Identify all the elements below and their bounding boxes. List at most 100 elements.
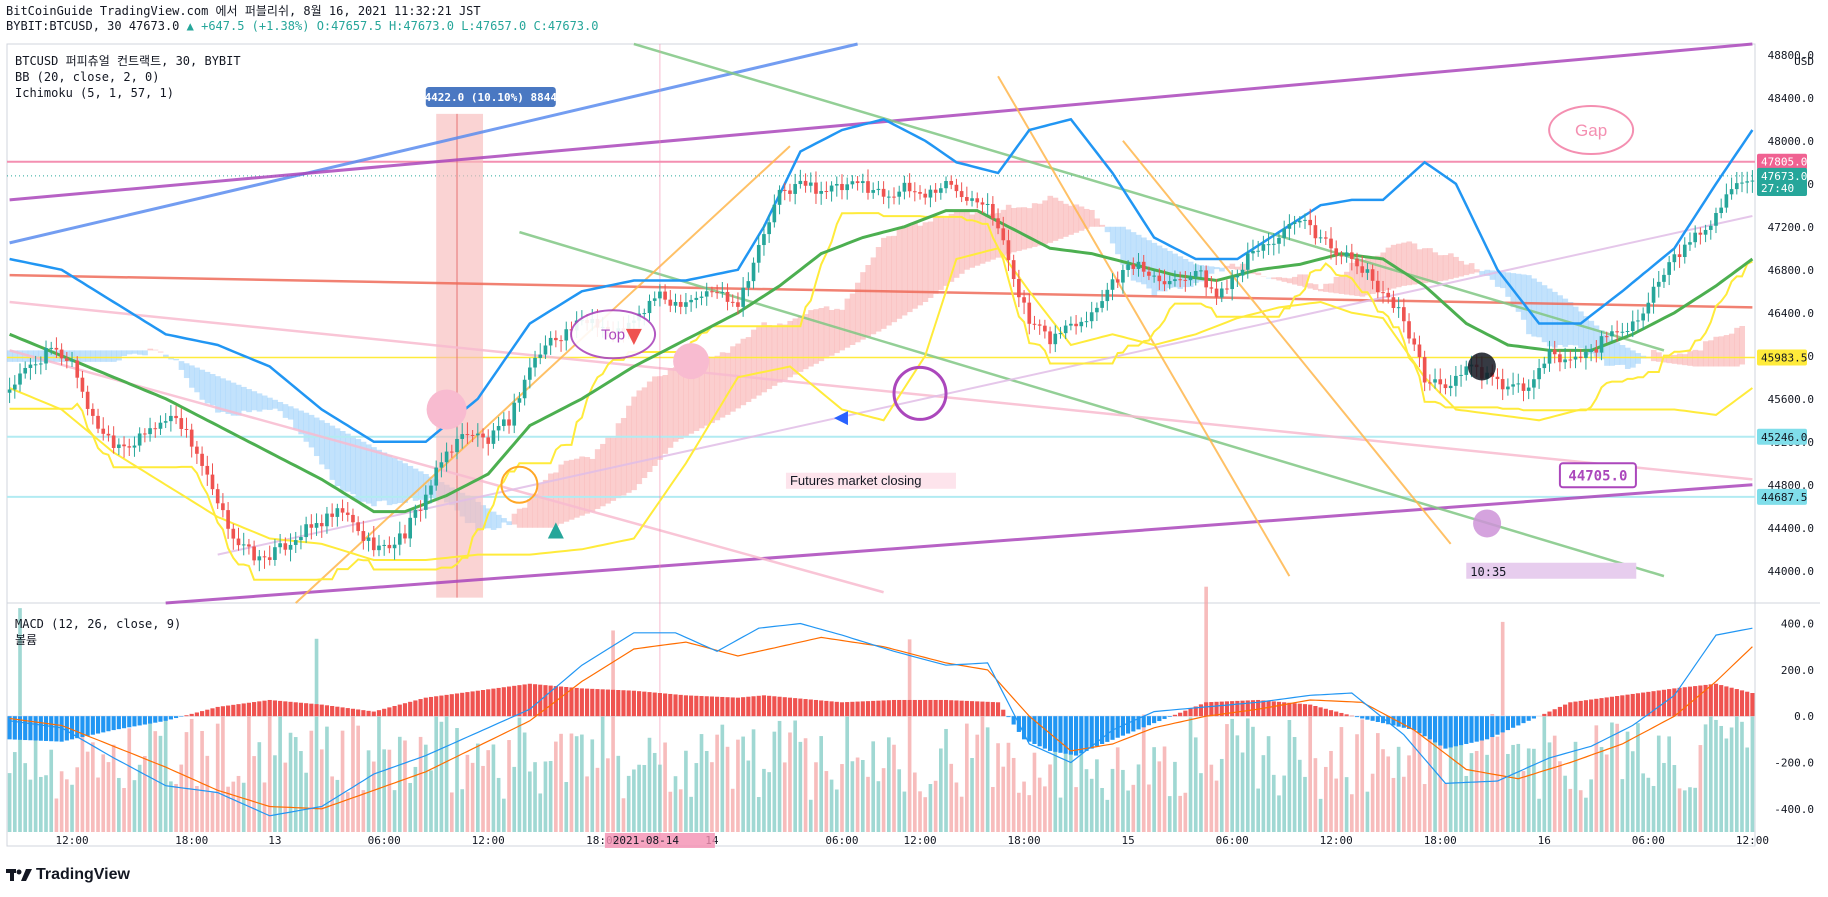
- macd-histogram-bar: [116, 716, 121, 730]
- callout-label: 44705.0: [1568, 468, 1627, 484]
- volume-bar: [1006, 742, 1011, 832]
- macd-histogram-bar: [491, 688, 496, 717]
- cloud-segment: [933, 217, 939, 294]
- volume-bar: [1526, 748, 1531, 832]
- candle-body: [96, 415, 100, 429]
- macd-histogram-bar: [1474, 716, 1479, 742]
- macd-histogram-bar: [1042, 716, 1047, 749]
- candle-body: [741, 287, 745, 307]
- cloud-segment: [308, 414, 315, 448]
- candle-body: [1693, 232, 1697, 243]
- volume-bar: [652, 752, 657, 832]
- macd-histogram-bar: [964, 700, 969, 717]
- volume-bar: [366, 750, 371, 832]
- volume-bar: [403, 740, 407, 832]
- price-tick-label: 46800.0: [1768, 264, 1814, 277]
- candle-body: [111, 435, 116, 448]
- macd-histogram-bar: [283, 701, 288, 717]
- candle-body: [309, 524, 314, 528]
- cloud-segment: [490, 511, 497, 530]
- volume-bar: [626, 775, 631, 832]
- candle-body: [23, 367, 28, 374]
- volume-bar: [226, 786, 230, 832]
- candle-body: [288, 544, 293, 550]
- volume-bar: [1183, 792, 1188, 832]
- cloud-segment: [1401, 242, 1407, 286]
- volume-bar: [361, 790, 366, 832]
- macd-histogram-bar: [1360, 716, 1365, 719]
- candle-body: [980, 202, 985, 205]
- cloud-segment: [698, 358, 705, 429]
- candle-body: [1063, 325, 1068, 334]
- volume-bar: [33, 726, 38, 832]
- candle-body: [1521, 383, 1526, 391]
- candle-body: [1095, 307, 1099, 313]
- macd-histogram-bar: [1401, 716, 1406, 728]
- volume-bar: [902, 791, 907, 832]
- volume-bar: [1381, 749, 1385, 832]
- macd-histogram-bar: [1380, 716, 1386, 724]
- volume-bar: [933, 780, 938, 832]
- volume-bar: [569, 733, 574, 832]
- volume-bar: [1402, 776, 1406, 832]
- cloud-segment: [574, 458, 580, 518]
- macd-histogram-bar: [532, 684, 538, 717]
- tradingview-logo[interactable]: TradingView: [6, 866, 130, 884]
- volume-bar: [1417, 723, 1422, 832]
- macd-histogram-bar: [886, 700, 891, 717]
- candle-body: [1079, 321, 1084, 327]
- macd-histogram-bar: [584, 688, 590, 717]
- candle-body: [267, 557, 272, 560]
- time-tick-label: 06:00: [368, 834, 401, 847]
- volume-bar: [1235, 735, 1240, 832]
- volume-bar: [522, 732, 527, 832]
- macd-histogram-bar: [1068, 716, 1073, 755]
- cloud-segment: [1208, 266, 1215, 274]
- macd-histogram-bar: [1266, 700, 1271, 717]
- volume-bar: [860, 760, 865, 832]
- volume-bar: [980, 715, 985, 832]
- macd-histogram-bar: [1204, 702, 1209, 717]
- cloud-segment: [1016, 207, 1022, 251]
- macd-histogram-bar: [808, 699, 813, 717]
- macd-histogram-bar: [735, 697, 741, 717]
- cloud-segment: [1406, 241, 1413, 286]
- cloud-segment: [1312, 284, 1319, 290]
- candle-body: [132, 445, 137, 448]
- macd-legend: MACD (12, 26, close, 9) 볼륨: [15, 616, 181, 648]
- macd-histogram-bar: [59, 716, 64, 742]
- macd-histogram-bar: [917, 699, 923, 717]
- time-tick-label: 12:00: [55, 834, 88, 847]
- candle-body: [179, 418, 184, 429]
- volume-bar: [1251, 726, 1255, 832]
- candle-body: [564, 329, 569, 341]
- cloud-segment: [678, 360, 684, 440]
- macd-histogram-bar: [267, 699, 272, 717]
- candle-body: [814, 182, 818, 194]
- volume-bar: [1662, 762, 1666, 832]
- macd-histogram-bar: [980, 701, 985, 717]
- macd-histogram-bar: [1505, 716, 1510, 731]
- volume-bar: [673, 776, 678, 832]
- cloud-segment: [199, 369, 206, 400]
- trend-line: [165, 483, 1753, 605]
- candle-body: [1344, 252, 1349, 257]
- volume-bar: [777, 720, 782, 832]
- cloud-segment: [527, 499, 533, 528]
- volume-bar: [1043, 786, 1047, 832]
- volume-bar: [1386, 756, 1391, 832]
- candle-body: [985, 203, 990, 205]
- macd-histogram-bar: [1193, 706, 1198, 717]
- volume-bar: [1537, 798, 1541, 832]
- volume-bar: [1495, 736, 1500, 832]
- volume-bar: [106, 762, 111, 832]
- cloud-segment: [865, 265, 871, 337]
- cloud-segment: [995, 213, 1002, 258]
- volume-bar: [1079, 720, 1084, 832]
- volume-bar: [179, 764, 184, 832]
- volume-bar: [1599, 747, 1604, 832]
- volume-bar: [1058, 797, 1063, 832]
- macd-histogram-bar: [23, 716, 28, 741]
- candle-body: [299, 537, 303, 541]
